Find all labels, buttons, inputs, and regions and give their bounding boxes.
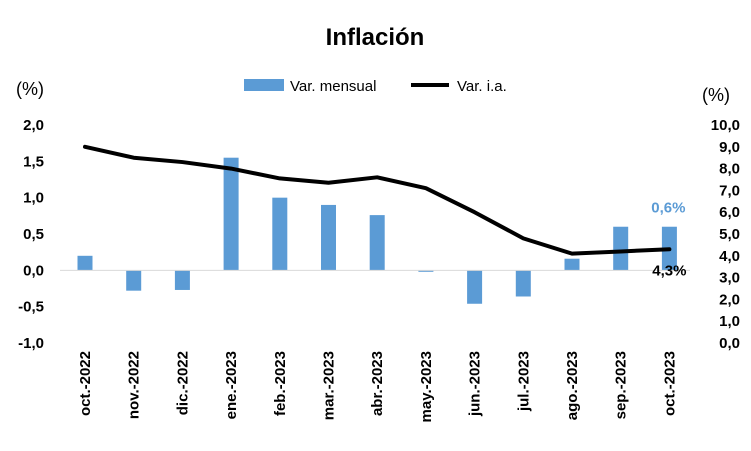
x-tick-label: may.-2023: [418, 351, 435, 422]
right-tick-label: 5,0: [719, 226, 740, 243]
x-tick-label: jul.-2023: [515, 351, 532, 412]
left-tick-label: -0,5: [18, 299, 44, 316]
left-tick-label: 2,0: [23, 117, 44, 134]
bar: [223, 157, 239, 271]
bar: [174, 270, 190, 290]
x-tick-label: feb.-2023: [272, 351, 289, 416]
right-axis-ticks: 0,0 1,0 2,0 3,0 4,0 5,0 6,0 7,0 8,0 9,0 10,0: [711, 117, 740, 352]
x-tick-label: ago.-2023: [564, 351, 581, 420]
legend-swatch-bar: [244, 79, 284, 91]
right-tick-label: 7,0: [719, 182, 740, 199]
right-tick-label: 2,0: [719, 291, 740, 308]
bar: [564, 258, 580, 271]
right-tick-label: 1,0: [719, 313, 740, 330]
x-tick-label: oct.-2022: [77, 351, 94, 416]
bar: [515, 270, 531, 297]
x-axis-labels: oct.-2022 nov.-2022 dic.-2022 ene.-2023 feb.…: [77, 351, 678, 422]
legend-label-line: Var. i.a.: [457, 78, 507, 95]
right-tick-label: 9,0: [719, 139, 740, 156]
chart-title: Inflación: [326, 24, 425, 51]
bar: [613, 226, 629, 271]
left-tick-label: -1,0: [18, 335, 44, 352]
right-tick-label: 8,0: [719, 161, 740, 178]
x-tick-label: mar.-2023: [321, 351, 338, 420]
bar-data-label: 0,6%: [651, 200, 685, 217]
left-axis-ticks: -1,0 -0,5 0,0 0,5 1,0 1,5 2,0: [18, 117, 44, 352]
left-tick-label: 0,5: [23, 226, 44, 243]
left-tick-label: 0,0: [23, 262, 44, 279]
bar-series: [77, 157, 677, 304]
bar: [467, 270, 483, 304]
line-series: [83, 144, 672, 256]
right-tick-label: 4,0: [719, 248, 740, 265]
bar: [77, 255, 93, 271]
line-data-label: 4,3%: [652, 262, 686, 279]
right-tick-label: 3,0: [719, 270, 740, 287]
bar: [418, 270, 434, 272]
bar: [272, 197, 288, 271]
x-tick-label: ene.-2023: [223, 351, 240, 419]
legend: Var. mensual Var. i.a.: [244, 78, 507, 95]
right-tick-label: 10,0: [711, 117, 740, 134]
right-tick-label: 6,0: [719, 204, 740, 221]
x-tick-label: sep.-2023: [613, 351, 630, 419]
x-tick-label: oct.-2023: [661, 351, 678, 416]
bar: [126, 270, 142, 291]
x-tick-label: dic.-2022: [174, 351, 191, 415]
x-tick-label: jun.-2023: [467, 351, 484, 417]
bar: [369, 215, 385, 271]
x-tick-label: abr.-2023: [369, 351, 386, 416]
x-tick-label: nov.-2022: [126, 351, 143, 419]
bar: [321, 204, 336, 271]
right-tick-label: 0,0: [719, 335, 740, 352]
left-tick-label: 1,0: [23, 190, 44, 207]
right-axis-unit: (%): [702, 85, 730, 105]
legend-label-bar: Var. mensual: [290, 78, 376, 95]
left-axis-unit: (%): [16, 79, 44, 99]
left-tick-label: 1,5: [23, 153, 44, 170]
